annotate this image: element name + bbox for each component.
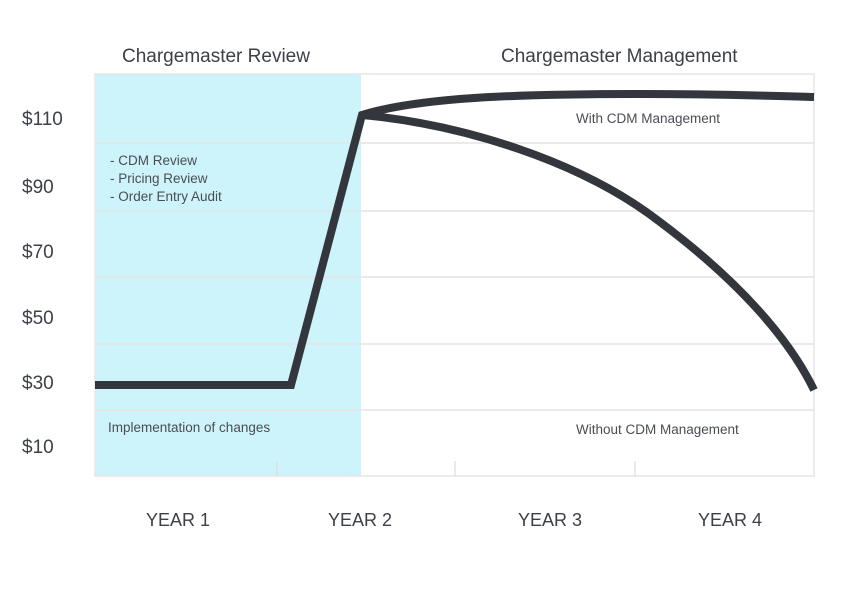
y-tick-label-70: $70: [22, 242, 54, 263]
gridlines: [95, 142, 814, 411]
implementation-label: Implementation of changes: [108, 420, 271, 435]
y-tick-label-50: $50: [22, 308, 54, 329]
section-title-review: Chargemaster Review: [122, 46, 310, 67]
series-label-without-cdm: Without CDM Management: [576, 422, 739, 437]
review-item-order-entry-audit: - Order Entry Audit: [110, 189, 222, 204]
series-label-with-cdm: With CDM Management: [576, 111, 721, 126]
x-tick-label-year-4: YEAR 4: [697, 510, 763, 530]
y-tick-label-110: $110: [22, 109, 63, 130]
review-item-pricing-review: - Pricing Review: [110, 171, 208, 186]
x-tick-label-year-1: YEAR 1: [145, 510, 211, 530]
x-ticks: [276, 461, 636, 476]
series-line-with-cdm: [95, 89, 815, 389]
y-tick-label-10: $10: [22, 437, 54, 458]
review-item-cdm-review: - CDM Review: [110, 153, 198, 168]
x-tick-label-year-3: YEAR 3: [517, 510, 583, 530]
x-tick-label-year-2: YEAR 2: [327, 510, 393, 530]
section-title-management: Chargemaster Management: [501, 46, 738, 67]
y-tick-label-90: $90: [22, 177, 54, 198]
y-tick-label-30: $30: [22, 373, 54, 394]
series-line-without-cdm: [361, 111, 818, 392]
